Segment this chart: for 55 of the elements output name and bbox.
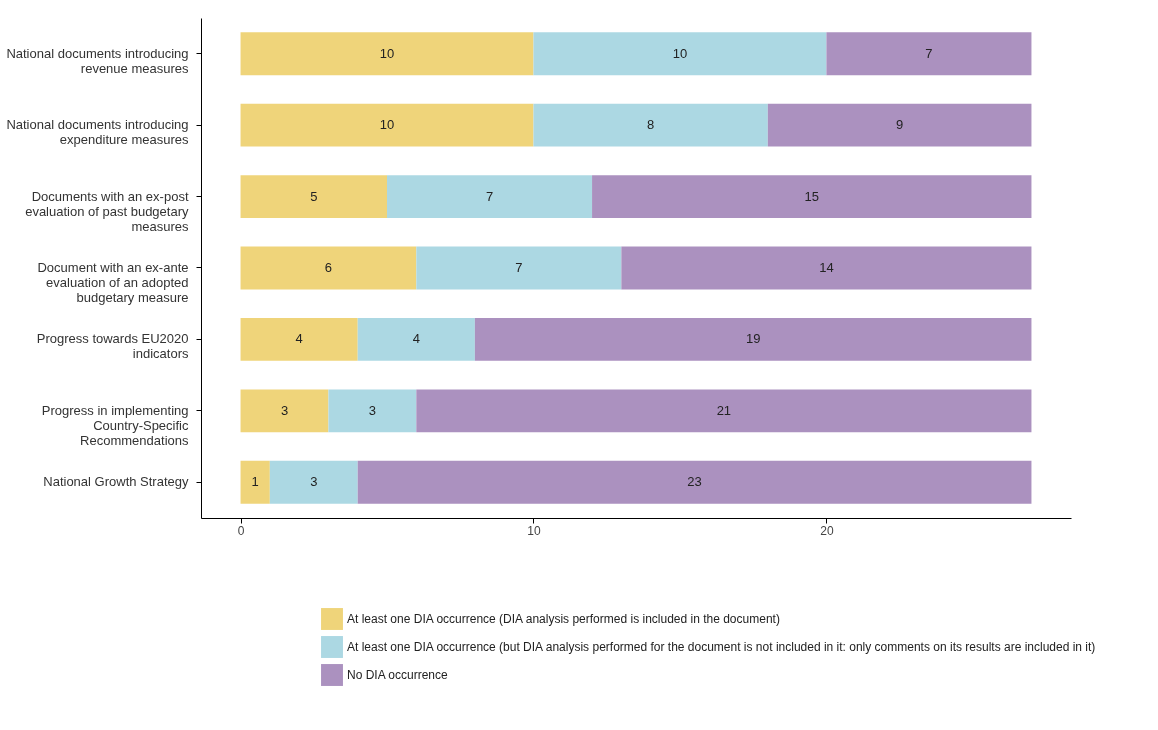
data-label: 9	[896, 117, 904, 133]
bar	[357, 318, 475, 361]
bar	[357, 460, 1032, 504]
data-label: 10	[672, 45, 688, 61]
data-label: 8	[647, 117, 655, 133]
bar	[240, 103, 534, 147]
bar	[767, 103, 1032, 147]
data-label: 14	[819, 260, 834, 275]
legend-label: At least one DIA occurrence (but DIA analysis performed for the document is not included in it: only comments on its results are included in it)	[347, 640, 1096, 654]
bar	[474, 318, 1032, 361]
data-label: 4	[412, 331, 420, 347]
bar	[416, 389, 1032, 433]
legend-label: No DIA occurrence	[347, 668, 449, 682]
bar	[621, 246, 1032, 290]
data-label: 5	[310, 188, 318, 204]
data-label: 23	[687, 474, 702, 490]
y-tick-label: National documents introducing expenditure measures	[6, 117, 189, 148]
bar	[240, 175, 388, 218]
data-label: 15	[804, 188, 819, 204]
data-label: 3	[310, 474, 318, 490]
y-tick-label: Document with an ex-ante evaluation of an adopted budgetary measure	[37, 260, 189, 305]
bar	[269, 460, 358, 504]
y-tick-label: Documents with an ex-post evaluation of past budgetary measures	[25, 188, 189, 234]
bar	[533, 32, 827, 76]
data-label: 7	[485, 188, 494, 204]
bar	[328, 389, 417, 433]
legend-label: At least one DIA occurrence (DIA analysis performed is included in the document)	[347, 612, 780, 626]
bar	[240, 460, 270, 504]
x-tick-label: 0	[237, 523, 245, 538]
data-label: 6	[324, 260, 333, 275]
y-tick-label: Progress towards EU2020 indicators	[36, 331, 189, 362]
bar	[240, 32, 534, 76]
data-label: 21	[716, 402, 732, 418]
bar	[826, 32, 1032, 76]
data-label: 10	[379, 117, 395, 133]
bar	[387, 175, 593, 218]
bar	[416, 246, 622, 290]
data-label: 19	[745, 331, 761, 347]
y-tick-label: National documents introducing revenue measures	[6, 45, 189, 76]
data-label: 3	[368, 402, 376, 418]
x-tick-label: 10	[527, 523, 541, 538]
data-label: 7	[515, 260, 523, 275]
data-label: 1	[251, 474, 259, 490]
y-tick-label: National Growth Strategy	[43, 474, 189, 490]
y-tick-label: Progress in implementing Country-Specific Recommendations	[41, 402, 189, 448]
data-label: 10	[379, 45, 395, 61]
bar	[240, 318, 358, 361]
data-label: 4	[295, 331, 303, 347]
x-tick-label: 20	[820, 523, 834, 538]
bar	[240, 246, 417, 290]
data-label: 3	[280, 402, 289, 418]
data-label: 7	[925, 45, 933, 61]
bar	[592, 175, 1032, 218]
bar	[240, 389, 329, 433]
bar	[533, 103, 768, 147]
